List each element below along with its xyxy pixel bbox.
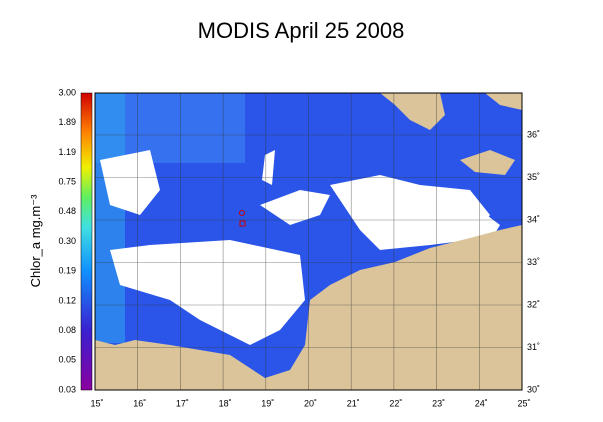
colorbar-tick-label: 0.75 bbox=[58, 176, 76, 186]
colorbar-tick-label: 0.30 bbox=[58, 236, 76, 246]
latitude-label: 32˚ bbox=[527, 299, 540, 309]
latitude-label: 31˚ bbox=[527, 342, 540, 352]
colorbar-tick-label: 0.19 bbox=[58, 266, 76, 276]
graticule bbox=[95, 93, 522, 390]
colorbar-tick-label: 0.12 bbox=[58, 295, 76, 305]
longitude-label: 19˚ bbox=[261, 398, 274, 408]
land bbox=[95, 93, 522, 390]
latitude-label: 30˚ bbox=[527, 384, 540, 394]
marker bbox=[239, 210, 245, 216]
colorbar-tick-label: 0.48 bbox=[58, 206, 76, 216]
colorbar-tick-label: 0.05 bbox=[58, 355, 76, 365]
latitude-label: 33˚ bbox=[527, 257, 540, 267]
longitude-label: 17˚ bbox=[176, 398, 189, 408]
colorbar-tick-label: 0.03 bbox=[58, 384, 76, 394]
longitude-label: 16˚ bbox=[133, 398, 146, 408]
colorbar-tick-label: 3.00 bbox=[58, 87, 76, 97]
map-frame bbox=[94, 92, 523, 391]
latitude-label: 35˚ bbox=[527, 172, 540, 182]
longitude-label: 25˚ bbox=[517, 398, 530, 408]
longitude-label: 23˚ bbox=[432, 398, 445, 408]
longitude-label: 15˚ bbox=[90, 398, 103, 408]
title: MODIS April 25 2008 bbox=[198, 18, 405, 43]
longitude-label: 21˚ bbox=[347, 398, 360, 408]
latitude-label: 34˚ bbox=[527, 214, 540, 224]
colorbar-tick-label: 1.89 bbox=[58, 117, 76, 127]
longitude-label: 22˚ bbox=[389, 398, 402, 408]
colorbar-tick-label: 0.08 bbox=[58, 325, 76, 335]
marker bbox=[239, 220, 246, 227]
colorbar bbox=[80, 92, 93, 391]
colorbar-label: Chlor_a mg.m⁻³ bbox=[28, 194, 43, 287]
longitude-label: 18˚ bbox=[219, 398, 232, 408]
map bbox=[95, 93, 522, 390]
longitude-label: 20˚ bbox=[304, 398, 317, 408]
longitude-label: 24˚ bbox=[475, 398, 488, 408]
latitude-label: 36˚ bbox=[527, 129, 540, 139]
colorbar-tick-label: 1.19 bbox=[58, 147, 76, 157]
